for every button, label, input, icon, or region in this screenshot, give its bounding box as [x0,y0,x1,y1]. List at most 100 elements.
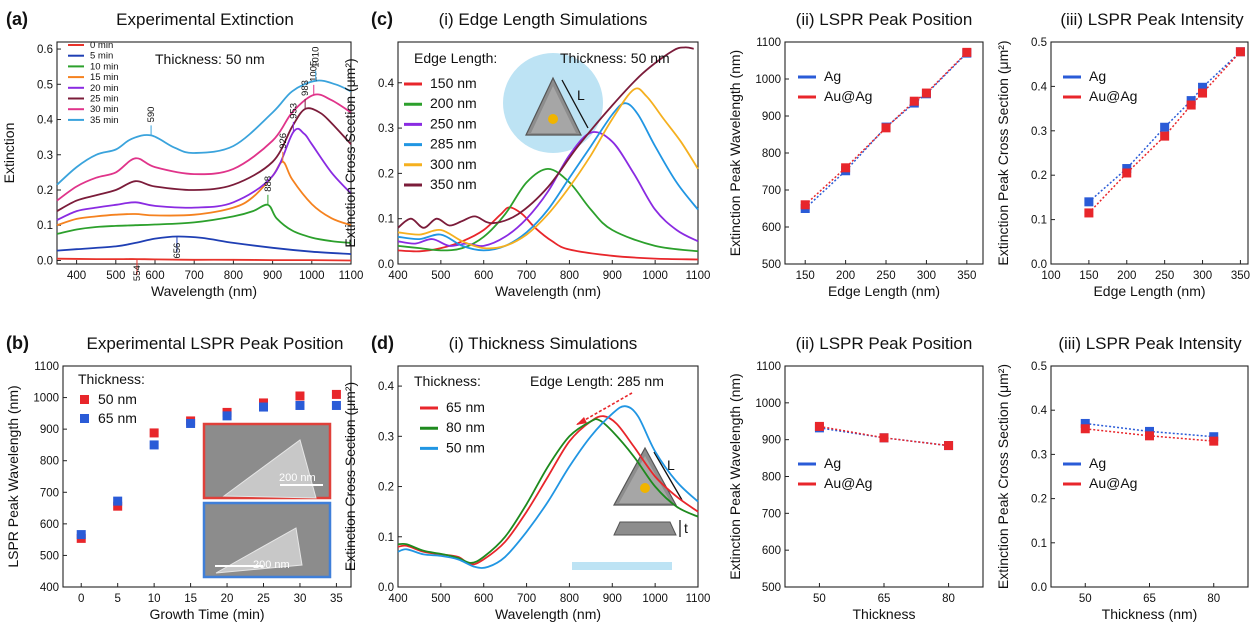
x-tick-label: 1100 [339,270,364,282]
y-axis-label: Extinction Peak Cross Section (μm²) [995,364,1011,589]
data-point [1145,431,1154,441]
peak-label: 590 [146,107,157,123]
x-tick-label: 65 [1143,593,1156,605]
y-axis-label: Extinction Peak Wavelength (nm) [727,50,743,256]
edge-label: L [667,457,675,473]
y-tick-label: 0.1 [378,214,394,226]
y-axis-label: LSPR Peak Wavelength (nm) [5,385,21,567]
y-tick-label: 0.3 [378,123,394,135]
data-point [1080,424,1090,434]
chart-title: Experimental LSPR Peak Position [86,334,343,353]
legend-entry: 10 min [90,61,119,72]
legend-entry: Au@Ag [824,88,872,104]
annotation: Edge Length: 285 nm [530,373,664,389]
series-line [56,79,352,186]
data-point [1198,88,1208,98]
trend-arrow [575,392,633,426]
plot-frame [1050,41,1249,265]
series-line [56,203,352,244]
x-axis-label: Growth Time (min) [149,606,264,622]
x-tick-label: 800 [560,270,579,282]
y-tick-label: 0.2 [37,185,53,197]
x-tick-label: 300 [917,270,936,282]
x-tick-label: 1000 [642,270,668,282]
x-tick-label: 15 [184,593,197,605]
x-tick-label: 500 [431,593,450,605]
plot-frame [62,365,352,588]
x-tick-label: 300 [1193,270,1212,282]
side-view-icon [613,521,677,536]
y-tick-label: 600 [762,222,781,234]
x-tick-label: 900 [603,270,622,282]
legend-marker [80,395,89,404]
y-tick-label: 0.3 [1031,126,1047,138]
y-tick-label: 0.1 [1031,538,1047,550]
data-point [331,400,341,410]
legend-entry: 20 min [90,83,119,94]
legend-entry: 5 min [90,51,113,62]
x-tick-label: 1100 [686,593,711,605]
data-point [259,402,269,412]
x-tick-label: 350 [957,270,976,282]
data-point [1198,82,1208,92]
data-point [962,47,972,57]
data-point [841,163,851,173]
data-point [1160,122,1170,132]
series-line [397,418,699,564]
x-tick-label: 500 [106,270,125,282]
x-tick-label: 80 [942,593,955,605]
chart-title: (ii) LSPR Peak Position [796,334,973,353]
x-tick-label: 700 [185,270,204,282]
y-tick-label: 0.4 [378,78,395,90]
legend-entry: 200 nm [430,95,477,111]
x-tick-label: 500 [431,270,450,282]
y-tick-label: 700 [762,508,781,520]
data-point [331,389,341,399]
legend-entry: 15 min [90,72,119,83]
plot-frame [397,365,699,588]
y-tick-label: 0.1 [1031,215,1047,227]
panel-b: Experimental LSPR Peak Position 0 5 10 15 20 2… [5,334,352,622]
data-point [295,400,305,410]
peak-label: 926 [278,133,289,149]
y-tick-label: 0.1 [378,532,394,544]
nanoprism-face [619,456,671,503]
data-point [1122,168,1132,178]
x-tick-label: 400 [388,593,407,605]
x-tick-label: 800 [224,270,243,282]
trend-arrow-head [576,417,587,425]
nanoprism-image [215,527,303,574]
series-line [397,405,699,569]
edge-arrow [561,79,589,129]
x-tick-label: 50 [1079,593,1092,605]
legend-entry: 300 nm [430,156,477,172]
y-tick-label: 0.0 [378,259,394,271]
annotation: Thickness: 50 nm [560,50,670,66]
data-point [944,441,954,451]
nanoprism-image [222,439,317,499]
x-axis-label: Thickness (nm) [1102,606,1198,622]
data-point [295,391,305,401]
y-axis-label: Extinction Cross Section (μm²) [342,382,358,571]
x-tick-label: 1000 [299,270,325,282]
data-point [1080,418,1090,428]
peak-label: 983 [300,80,311,96]
legend-entry: 50 nm [98,391,137,407]
legend-entry: 350 nm [430,176,477,192]
legend-title: Thickness: [414,373,481,389]
peak-label: 1005 [309,61,320,82]
x-tick-label: 350 [1231,270,1250,282]
legend-entry: 285 nm [430,136,477,152]
data-point [149,428,159,438]
x-tick-label: 400 [67,270,86,282]
legend-entry: 35 min [90,115,119,126]
legend-entry: 25 min [90,94,119,105]
panel-a: Experimental Extinction 400 500 600 700 800 90… [1,10,363,299]
y-tick-label: 900 [40,424,59,436]
y-tick-label: 0.0 [1031,259,1047,271]
y-tick-label: 0.4 [1031,81,1048,93]
scale-bar-label: 200 nm [253,559,290,571]
data-point [1084,208,1094,218]
x-tick-label: 200 [1117,270,1136,282]
x-tick-label: 35 [330,593,343,605]
